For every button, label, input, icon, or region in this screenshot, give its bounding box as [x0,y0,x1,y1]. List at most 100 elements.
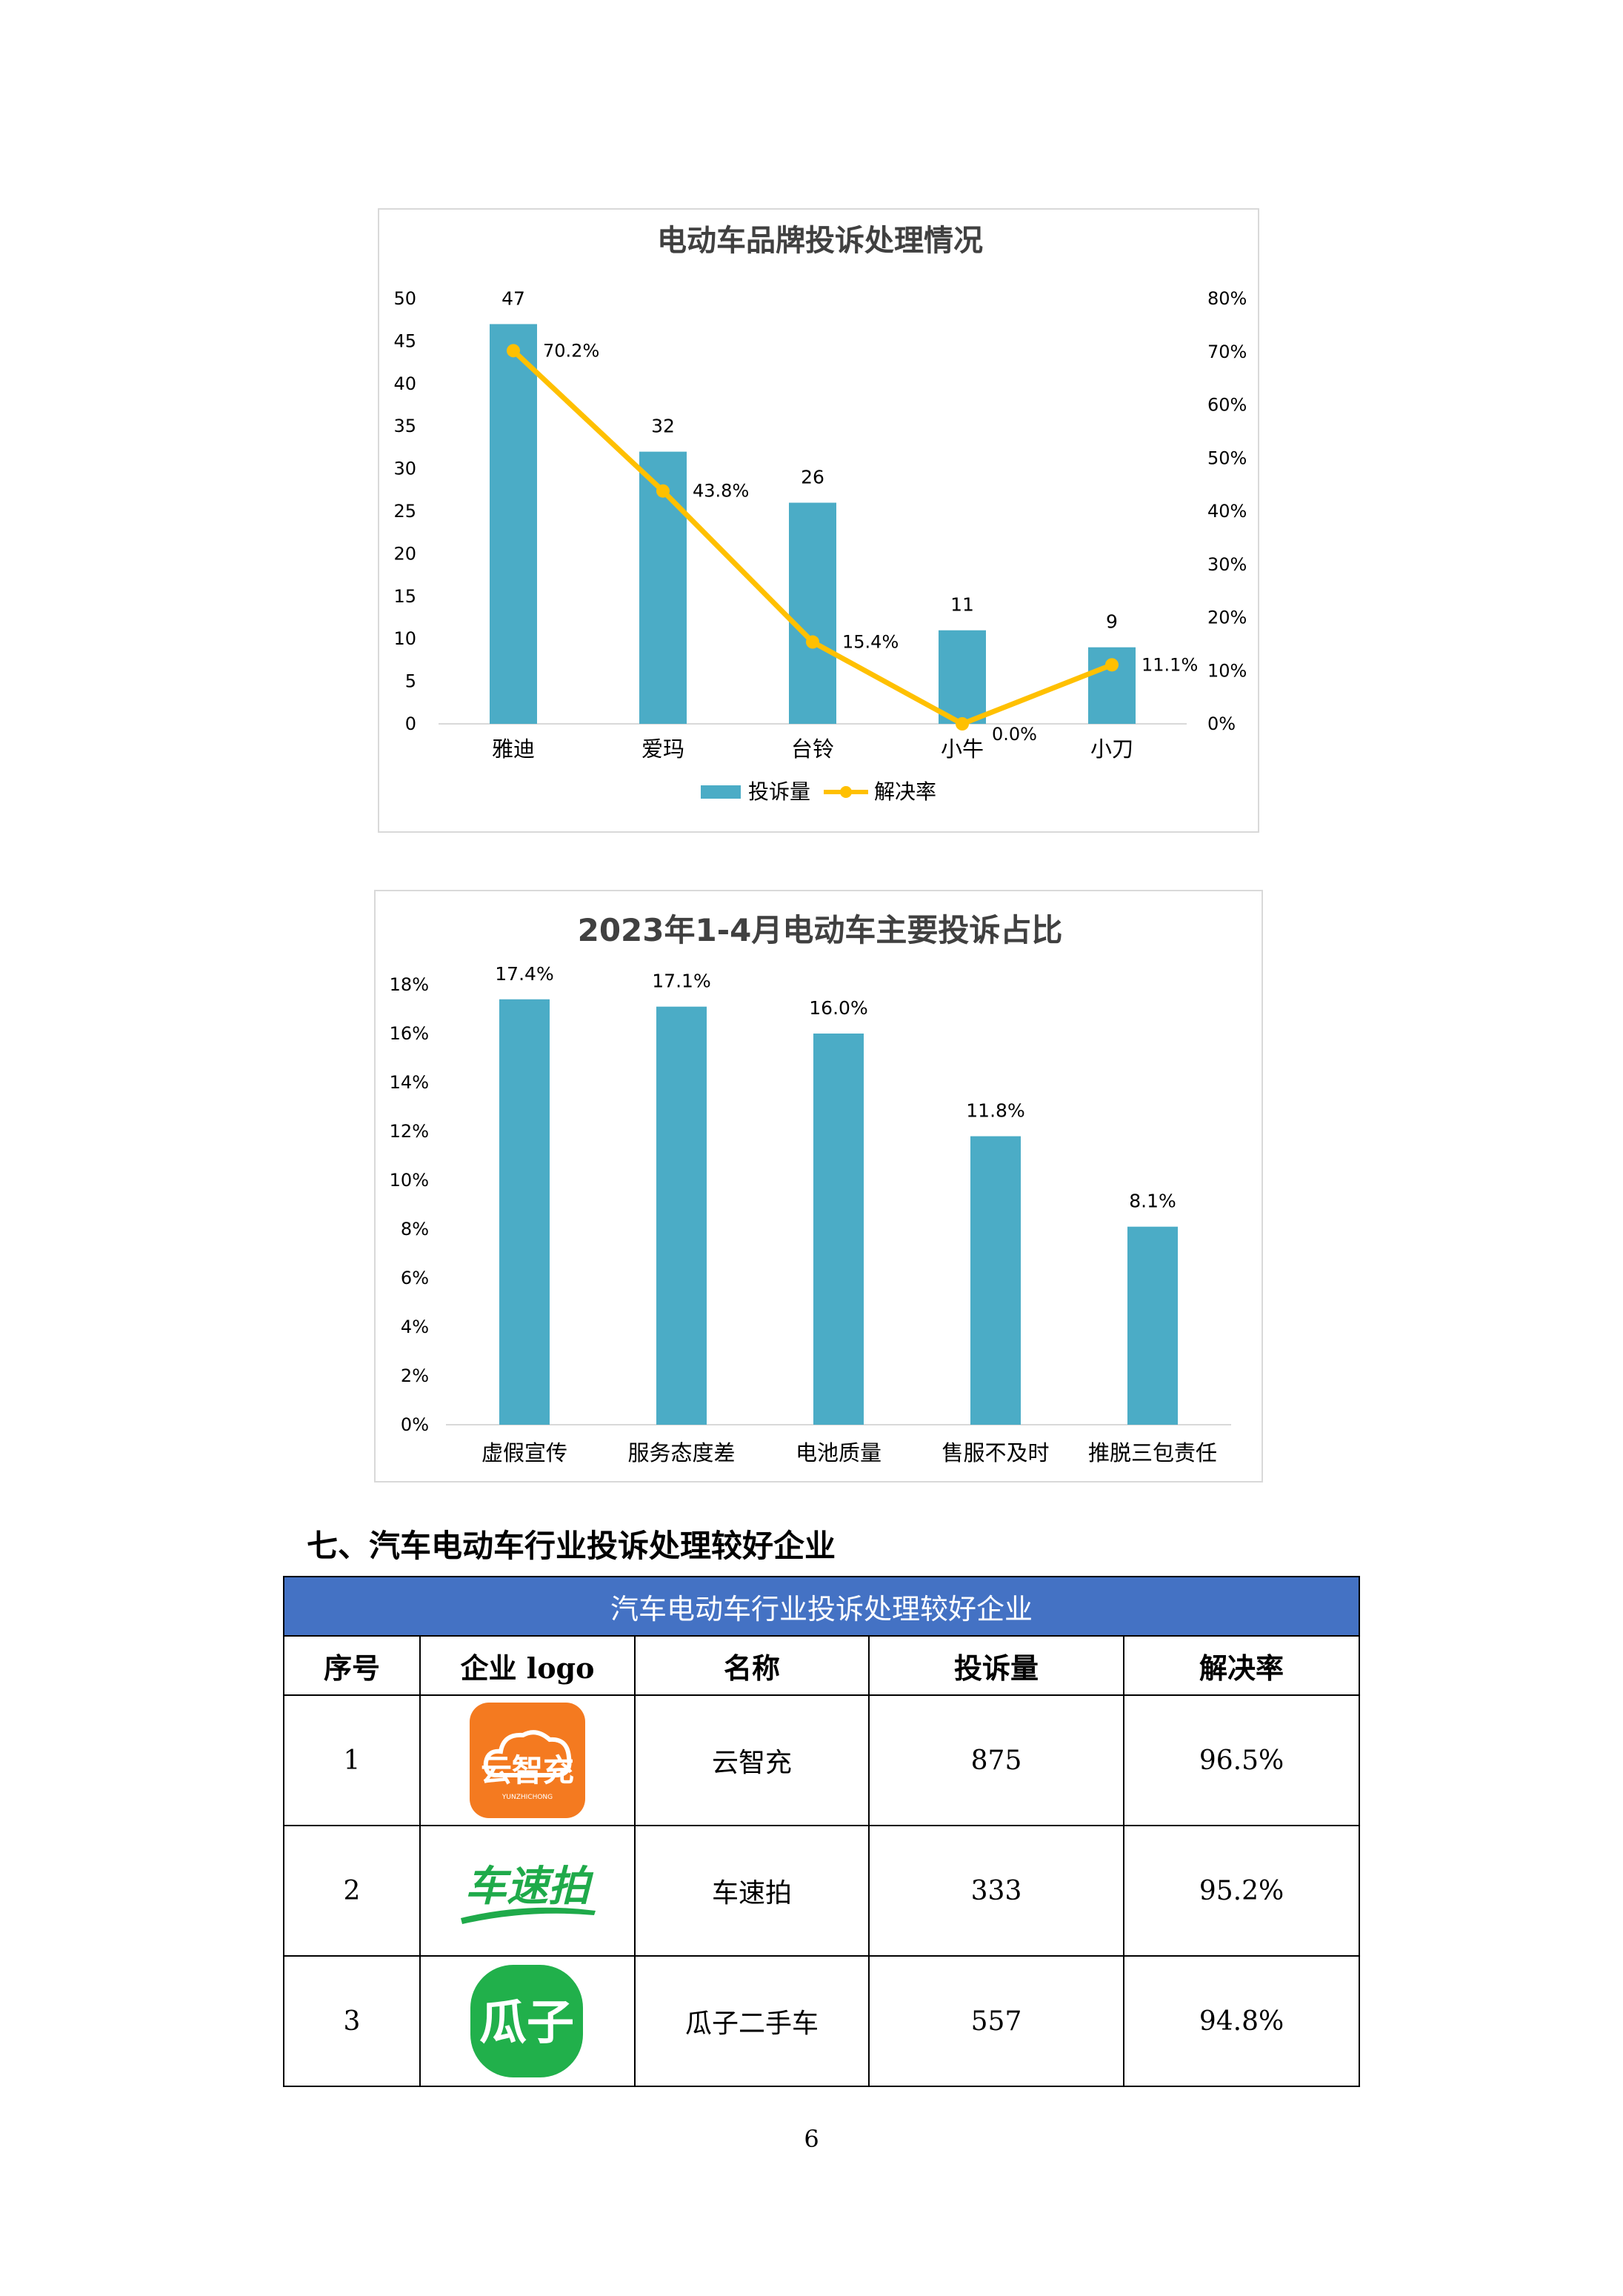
bar-data-label: 32 [651,416,675,437]
x-tick-label: 台铃 [791,736,834,762]
row-name: 云智充 [634,1694,870,1826]
x-tick-label: 雅迪 [492,736,535,762]
page-number: 6 [804,2125,819,2153]
y-left-tick-label: 40 [393,373,416,394]
y-right-tick-label: 30% [1207,554,1247,575]
line-point [1105,658,1119,672]
line-data-label: 70.2% [543,340,599,361]
y-left-tick-label: 25 [393,501,416,522]
complaint-share-chart-svg: 2023年1-4月电动车主要投诉占比 0% 2% 4% 6% 8% 10% 12% 14% 16%… [390,912,1231,1465]
yunzhichong-logo-text: 云智充 [481,1752,574,1788]
bar-data-label: 11.8% [966,1100,1024,1122]
y-right-tick-label: 60% [1207,395,1247,416]
y-right-tick-label: 40% [1207,501,1247,522]
table-row: 2 车速拍 车速拍 333 95.2% [283,1825,1361,1957]
bar [813,1034,864,1425]
table-row: 3 瓜子 瓜子二手车 557 94.8% [283,1955,1361,2087]
row-name: 瓜子二手车 [634,1955,870,2087]
bar-data-label: 16.0% [809,997,867,1019]
y-right-tick-label: 70% [1207,342,1247,362]
guazi-logo: 瓜子 [470,1965,583,2077]
header-logo: 企业 logo [419,1635,636,1696]
y-right-tick-label: 0% [1207,713,1236,734]
legend-swatch-bar [701,785,741,799]
bar [970,1136,1021,1425]
bar-data-label: 47 [501,287,525,309]
x-tick-label: 电池质量 [796,1440,882,1465]
header-index: 序号 [283,1635,421,1696]
x-tick-label: 小刀 [1090,736,1133,762]
y-left-tick-label: 50 [393,288,416,309]
bar-data-label: 8.1% [1129,1191,1176,1212]
row-logo-cell: 云智充 YUNZHICHONG [419,1694,636,1826]
y-left-tick-label: 35 [393,416,416,436]
y-left-tick-label: 30 [393,459,416,479]
y-tick-label: 6% [401,1268,429,1288]
row-rate: 95.2% [1122,1825,1361,1957]
bar-data-label: 17.4% [495,963,553,985]
y-left-tick-label: 45 [393,330,416,351]
row-complaints: 333 [868,1825,1124,1957]
line-point [507,344,520,358]
y-left-tick-label: 10 [393,628,416,649]
x-tick-label: 虚假宣传 [481,1440,567,1465]
yunzhichong-logo: 云智充 YUNZHICHONG [470,1703,585,1818]
brand-complaint-chart: 电动车品牌投诉处理情况 0 5 10 15 20 25 30 35 40 45 50 0% 10% 20% 3… [378,208,1259,833]
bar-data-label: 9 [1106,611,1118,633]
bar [1127,1226,1178,1425]
header-complaints: 投诉量 [868,1635,1124,1696]
row-complaints: 557 [868,1955,1124,2087]
chart-title: 2023年1-4月电动车主要投诉占比 [578,912,1063,948]
row-logo-cell: 瓜子 [419,1955,636,2087]
bar-data-label: 17.1% [652,971,710,992]
row-rate: 96.5% [1122,1694,1361,1826]
companies-table: 汽车电动车行业投诉处理较好企业 序号 企业 logo 名称 投诉量 解决率 1 … [282,1576,1361,2087]
y-left-tick-label: 5 [405,671,416,692]
x-tick-label: 推脱三包责任 [1088,1440,1217,1465]
line-point [656,484,670,498]
row-index: 2 [283,1825,421,1957]
legend-label-line: 解决率 [874,779,936,804]
y-right-tick-label: 10% [1207,660,1247,681]
row-rate: 94.8% [1122,1955,1361,2087]
x-tick-label: 服务态度差 [627,1440,735,1465]
row-index: 1 [283,1694,421,1826]
y-right-tick-label: 20% [1207,608,1247,628]
bar-complaints [789,502,836,724]
y-tick-label: 0% [401,1414,429,1435]
x-tick-label: 售服不及时 [942,1440,1049,1465]
y-left-tick-label: 15 [393,586,416,607]
row-logo-cell: 车速拍 [419,1825,636,1957]
y-tick-label: 8% [401,1219,429,1239]
bar-complaints [939,630,986,724]
y-tick-label: 10% [390,1170,429,1191]
y-tick-label: 16% [390,1023,429,1044]
line-point [956,717,969,731]
bar [656,1006,707,1425]
row-complaints: 875 [868,1694,1124,1826]
bar-data-label: 11 [950,594,974,616]
section-heading: 七、汽车电动车行业投诉处理较好企业 [307,1528,836,1564]
x-tick-label: 小牛 [941,736,984,762]
bar-complaints [490,324,537,724]
y-tick-label: 2% [401,1365,429,1386]
legend-label-bar: 投诉量 [748,779,810,804]
header-rate: 解决率 [1122,1635,1361,1696]
y-tick-label: 18% [390,974,429,995]
y-right-tick-label: 80% [1207,288,1247,309]
chesupai-logo: 车速拍 [461,1863,596,1924]
chart-title: 电动车品牌投诉处理情况 [657,224,983,258]
brand-complaint-chart-svg: 电动车品牌投诉处理情况 0 5 10 15 20 25 30 35 40 45 50 0% 10% 20% 3… [393,224,1247,804]
table-header-row: 序号 企业 logo 名称 投诉量 解决率 [283,1635,1361,1696]
bar [499,999,550,1425]
line-data-label: 43.8% [693,481,749,502]
x-tick-label: 爱玛 [641,736,684,762]
line-point [806,635,819,649]
table-title-row: 汽车电动车行业投诉处理较好企业 [282,1576,1361,1637]
row-name: 车速拍 [634,1825,870,1957]
y-tick-label: 12% [390,1121,429,1142]
chesupai-logo-text: 车速拍 [465,1863,594,1911]
row-index: 3 [283,1955,421,2087]
y-tick-label: 4% [401,1317,429,1337]
legend-swatch-line-marker [840,786,852,798]
